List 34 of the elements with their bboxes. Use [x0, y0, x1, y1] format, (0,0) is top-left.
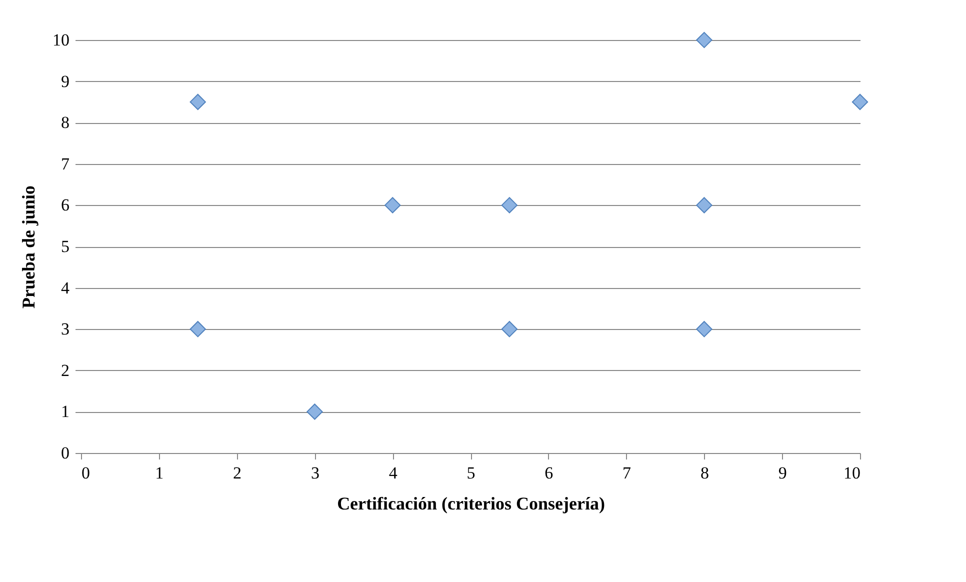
x-tick-label: 6	[544, 464, 554, 482]
x-axis-title: Certificación (criterios Consejería)	[337, 494, 605, 514]
x-tick-label: 0	[82, 464, 90, 482]
point	[696, 197, 712, 214]
point	[501, 321, 518, 338]
x-tick-label: 8	[700, 464, 709, 482]
y-tick-label: 5	[61, 237, 70, 256]
y-tick-label: 7	[61, 154, 70, 174]
x-tick-label: 4	[388, 464, 398, 482]
x-tick-label: 5	[466, 464, 476, 482]
y-tick-label: 3	[61, 320, 70, 339]
point	[501, 197, 518, 214]
y-tick-label: 1	[61, 402, 70, 422]
x-tick-label: 1	[155, 464, 164, 482]
y-tick-label: 4	[61, 278, 70, 298]
point	[190, 94, 206, 110]
point	[696, 321, 712, 338]
point	[384, 197, 401, 214]
x-tick-label: 2	[233, 464, 242, 482]
y-tick-label: 8	[61, 113, 70, 132]
y-tick-label: 6	[61, 196, 70, 215]
point	[852, 94, 868, 110]
point	[696, 32, 712, 48]
y-tick-label: 9	[61, 72, 70, 91]
x-tick-label: 7	[622, 464, 632, 482]
point	[306, 404, 323, 420]
point	[190, 321, 206, 338]
x-tick-label: 10	[844, 464, 860, 482]
x-tick-label: 3	[310, 464, 320, 482]
x-tick-label: 9	[778, 464, 787, 482]
y-tick-label: 2	[61, 360, 70, 380]
y-axis-title: Prueba de junio	[18, 185, 38, 309]
y-tick-label: 10	[52, 30, 70, 50]
y-tick-label: 0	[61, 444, 70, 462]
